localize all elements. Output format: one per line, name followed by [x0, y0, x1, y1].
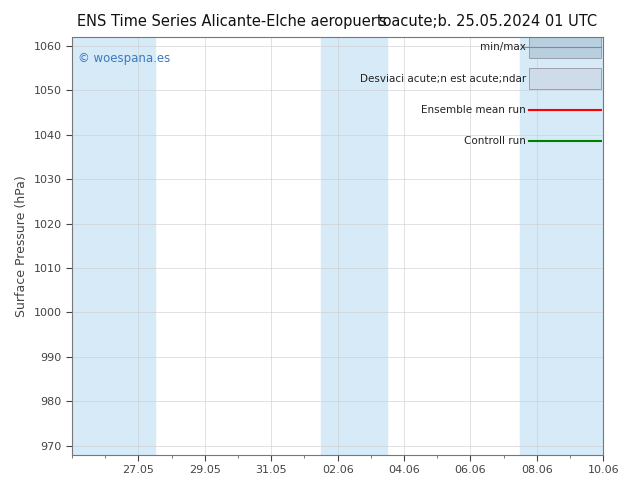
- Y-axis label: Surface Pressure (hPa): Surface Pressure (hPa): [15, 175, 28, 317]
- Text: s acute;b. 25.05.2024 01 UTC: s acute;b. 25.05.2024 01 UTC: [379, 14, 597, 29]
- Bar: [521, 37, 603, 455]
- Bar: [529, 69, 600, 89]
- Text: Ensemble mean run: Ensemble mean run: [422, 105, 526, 115]
- Text: ENS Time Series Alicante-Elche aeropuerto: ENS Time Series Alicante-Elche aeropuert…: [77, 14, 392, 29]
- Text: Desviaci acute;n est acute;ndar: Desviaci acute;n est acute;ndar: [360, 74, 526, 84]
- Text: © woespana.es: © woespana.es: [79, 51, 171, 65]
- Text: Controll run: Controll run: [464, 136, 526, 147]
- Bar: [321, 37, 387, 455]
- Text: min/max: min/max: [481, 43, 526, 52]
- Bar: [72, 37, 155, 455]
- Bar: [529, 37, 600, 58]
